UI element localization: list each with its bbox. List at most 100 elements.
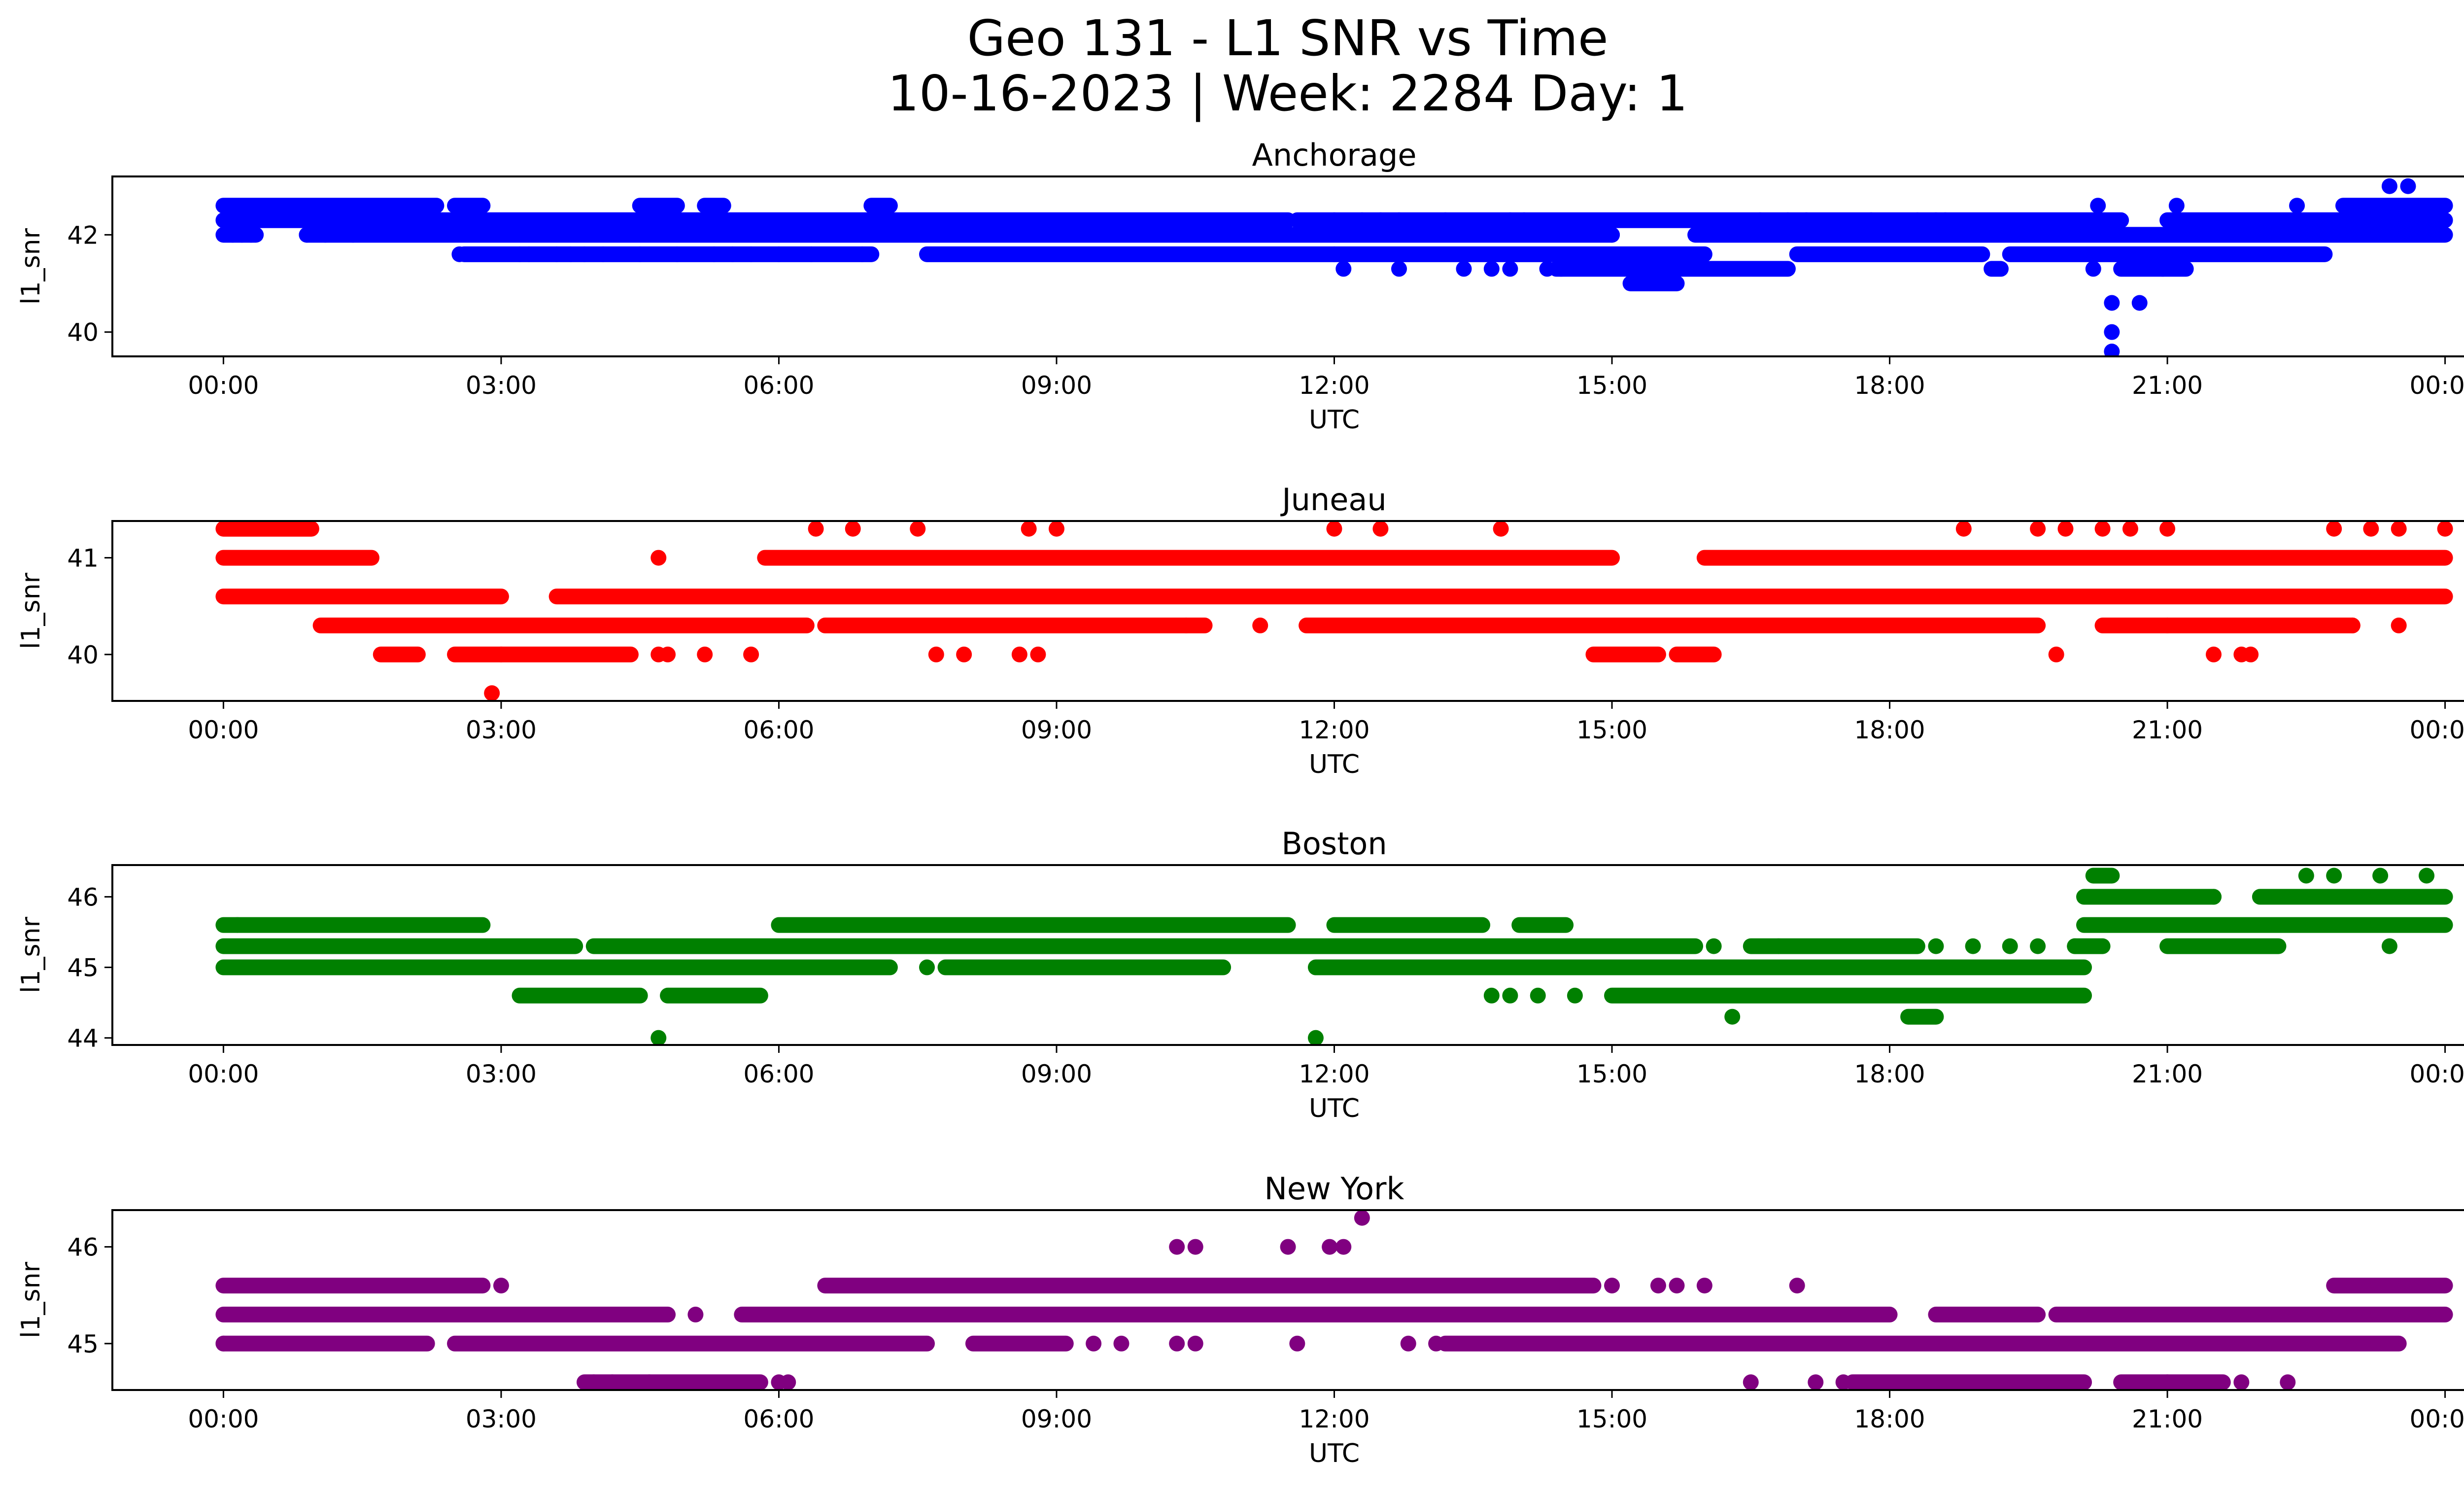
new-york-point bbox=[1113, 1335, 1129, 1352]
boston-x-tick-label: 09:00 bbox=[1021, 1060, 1092, 1088]
boston-point bbox=[2298, 868, 2314, 884]
juneau-point bbox=[2048, 646, 2064, 662]
new-york-point bbox=[1400, 1335, 1416, 1352]
new-york-point bbox=[1169, 1335, 1185, 1352]
juneau-point bbox=[2363, 521, 2379, 537]
anchorage-point bbox=[1863, 212, 1879, 228]
new-york-y-tick-label: 45 bbox=[67, 1330, 99, 1358]
juneau-point bbox=[2205, 646, 2222, 662]
anchorage-point bbox=[2289, 198, 2305, 214]
new-york-x-tick-label: 00:00 bbox=[188, 1405, 259, 1433]
juneau-point bbox=[1493, 521, 1509, 537]
anchorage-point bbox=[1456, 261, 1472, 277]
anchorage-point bbox=[1502, 212, 1518, 228]
anchorage-point bbox=[854, 246, 870, 262]
boston-x-tick-label: 03:00 bbox=[466, 1060, 537, 1088]
new-york-x-tick-label: 15:00 bbox=[1576, 1405, 1647, 1433]
anchorage-x-axis-label: UTC bbox=[1309, 405, 1360, 435]
juneau-point bbox=[928, 646, 944, 662]
juneau-y-axis-label: l1_snr bbox=[16, 572, 46, 649]
anchorage-point bbox=[2155, 261, 2171, 277]
anchorage-point bbox=[1354, 212, 1370, 228]
juneau-point bbox=[1178, 617, 1194, 633]
new-york-axes-frame bbox=[111, 1209, 2464, 1391]
boston-point bbox=[2067, 938, 2083, 954]
figure-subtitle: 10-16-2023 | Week: 2284 Day: 1 bbox=[888, 65, 1688, 122]
boston-y-axis-label: l1_snr bbox=[16, 916, 46, 993]
new-york-point bbox=[1187, 1239, 1203, 1255]
boston-point bbox=[1076, 959, 1093, 975]
boston-x-tick-label: 00:00 bbox=[2410, 1060, 2464, 1088]
juneau-point bbox=[910, 521, 926, 537]
subplot-anchorage: Anchorage 00:00 03:00 06:00 09:00 12:00 15:00 1… bbox=[16, 137, 2464, 435]
juneau-point bbox=[743, 646, 759, 662]
boston-point bbox=[1928, 938, 1944, 954]
juneau-x-tick-label: 09:00 bbox=[1021, 716, 1092, 744]
anchorage-point bbox=[299, 227, 315, 243]
juneau-point bbox=[660, 646, 676, 662]
boston-y-tick-label: 45 bbox=[67, 954, 99, 982]
anchorage-point bbox=[706, 246, 722, 262]
juneau-point bbox=[1048, 521, 1064, 537]
anchorage-point bbox=[771, 246, 787, 262]
anchorage-point bbox=[743, 246, 759, 262]
new-york-point bbox=[1354, 1210, 1370, 1226]
anchorage-point bbox=[1539, 261, 1555, 277]
new-york-point bbox=[604, 1374, 620, 1390]
boston-point bbox=[229, 917, 245, 933]
boston-x-tick-label: 18:00 bbox=[1854, 1060, 1925, 1088]
subplot-new-york: New York 00:00 03:00 06:00 09:00 12:00 15:00 18… bbox=[16, 1171, 2464, 1468]
boston-point bbox=[919, 959, 935, 975]
juneau-x-tick-label: 21:00 bbox=[2132, 716, 2203, 744]
boston-point bbox=[1502, 987, 1518, 1004]
new-york-x-axis-label: UTC bbox=[1309, 1439, 1360, 1468]
new-york-x-tick-label: 06:00 bbox=[743, 1405, 814, 1433]
anchorage-y-tick-label: 42 bbox=[67, 221, 99, 249]
juneau-point bbox=[845, 521, 861, 537]
new-york-y-axis-label: l1_snr bbox=[16, 1261, 46, 1338]
new-york-point bbox=[493, 1278, 509, 1294]
boston-point bbox=[1724, 1008, 1741, 1025]
anchorage-point bbox=[2104, 324, 2120, 340]
new-york-point bbox=[1650, 1278, 1666, 1294]
anchorage-point bbox=[2085, 261, 2101, 277]
juneau-point bbox=[2057, 521, 2074, 537]
anchorage-x-tick-label: 18:00 bbox=[1854, 371, 1925, 400]
anchorage-point bbox=[2090, 198, 2106, 214]
new-york-point bbox=[2280, 1374, 2296, 1390]
boston-series bbox=[215, 868, 2453, 1045]
juneau-axes-frame bbox=[111, 520, 2464, 702]
juneau-point bbox=[697, 646, 713, 662]
new-york-point bbox=[1280, 1239, 1296, 1255]
anchorage-point bbox=[548, 246, 565, 262]
anchorage-point bbox=[1502, 261, 1518, 277]
anchorage-y-axis-label: l1_snr bbox=[16, 228, 46, 305]
anchorage-x-tick-label: 00:00 bbox=[2410, 371, 2464, 400]
juneau-series bbox=[215, 521, 2453, 701]
juneau-point bbox=[1030, 646, 1046, 662]
anchorage-point bbox=[345, 227, 361, 243]
anchorage-point bbox=[2131, 295, 2148, 311]
anchorage-point bbox=[1335, 261, 1352, 277]
new-york-x-tick-label: 21:00 bbox=[2132, 1405, 2203, 1433]
new-york-point bbox=[1669, 1278, 1685, 1294]
anchorage-point bbox=[451, 246, 468, 262]
boston-x-tick-label: 21:00 bbox=[2132, 1060, 2203, 1088]
new-york-x-tick-label: 12:00 bbox=[1299, 1405, 1369, 1433]
anchorage-point bbox=[576, 246, 592, 262]
juneau-point bbox=[808, 521, 824, 537]
new-york-point bbox=[1322, 1239, 1338, 1255]
juneau-point bbox=[2243, 646, 2259, 662]
juneau-y-tick-label: 40 bbox=[67, 641, 99, 669]
new-york-point bbox=[1428, 1335, 1444, 1352]
boston-y-tick-label: 44 bbox=[67, 1024, 99, 1053]
juneau-x-tick-label: 03:00 bbox=[466, 716, 537, 744]
juneau-point bbox=[956, 646, 972, 662]
anchorage-series bbox=[215, 178, 2453, 356]
boston-point bbox=[1483, 987, 1500, 1004]
boston-point bbox=[1965, 938, 1981, 954]
new-york-series bbox=[215, 1210, 2453, 1390]
anchorage-point bbox=[2104, 295, 2120, 311]
subplot-boston: Boston 00:00 03:00 06:00 09:00 12:00 15:00 18:0… bbox=[16, 826, 2464, 1123]
juneau-point bbox=[2030, 521, 2046, 537]
